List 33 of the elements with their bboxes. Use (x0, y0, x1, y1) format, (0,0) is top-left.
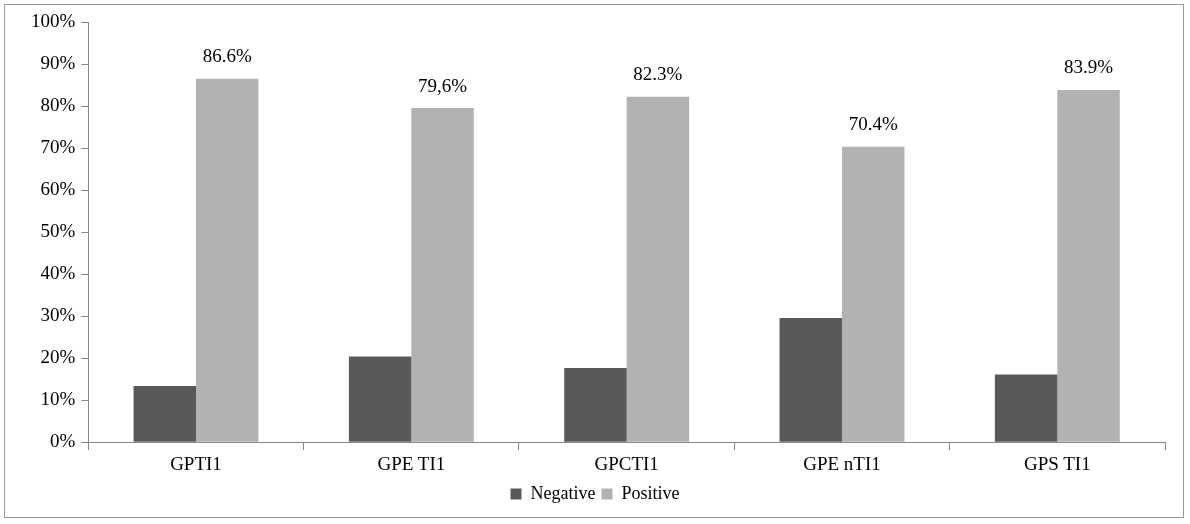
bar (195, 78, 259, 442)
data-label: 86.6% (202, 45, 252, 67)
x-tick-label: GPE nTI1 (803, 452, 881, 474)
data-label: 70.4% (848, 113, 898, 135)
bar (348, 356, 412, 442)
y-tick-label: 100% (31, 10, 76, 32)
y-tick-label: 30% (40, 304, 76, 326)
x-tick-label: GPTI1 (170, 452, 222, 474)
bar (842, 146, 905, 442)
bar (133, 385, 196, 442)
bar (626, 96, 690, 442)
y-tick-label: 90% (40, 52, 76, 74)
bar (994, 374, 1058, 442)
y-tick-label: 0% (50, 430, 76, 452)
bar (564, 367, 627, 442)
y-tick-label: 50% (40, 220, 76, 242)
bar (779, 317, 842, 442)
y-tick-label: 40% (40, 262, 76, 284)
y-tick-label: 70% (40, 136, 76, 158)
y-tick-label: 20% (40, 346, 76, 368)
data-label: 83.9% (1064, 56, 1114, 78)
x-tick-label: GPE TI1 (377, 452, 446, 474)
x-tick-label: GPCTI1 (594, 452, 659, 474)
y-tick-label: 80% (40, 94, 76, 116)
data-label: 79,6% (418, 74, 468, 96)
bar (411, 108, 474, 442)
data-label: 82.3% (633, 63, 683, 85)
y-tick-label: 60% (40, 178, 76, 200)
y-tick-label: 10% (40, 388, 76, 410)
bar (1057, 89, 1120, 442)
x-tick-label: GPS TI1 (1023, 452, 1091, 474)
legend-label: Negative (530, 482, 596, 503)
legend-label: Positive (621, 482, 680, 503)
